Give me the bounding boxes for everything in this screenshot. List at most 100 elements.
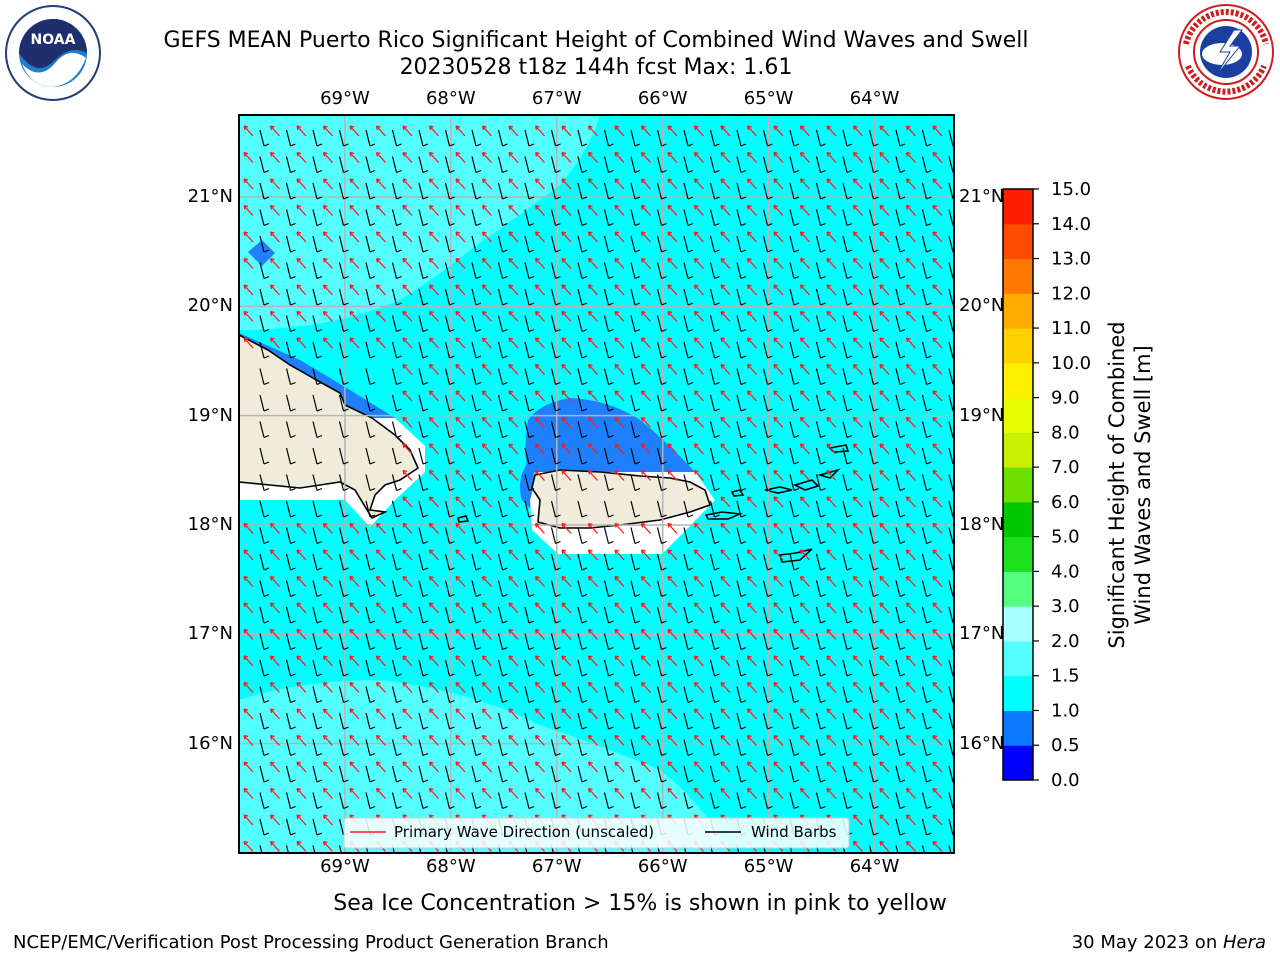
wave-direction-arrow: [481, 761, 492, 773]
wind-barb: [338, 659, 349, 677]
wind-barb: [444, 606, 455, 624]
wave-direction-arrow: [322, 761, 333, 773]
wind-barb: [259, 580, 270, 598]
wind-barb: [921, 553, 932, 571]
wave-direction-arrow: [614, 310, 625, 322]
wind-barb: [550, 792, 561, 810]
wave-direction-arrow: [773, 310, 784, 322]
wind-barb: [524, 209, 535, 227]
wave-direction-arrow: [746, 231, 757, 243]
wave-direction-arrow: [428, 655, 439, 667]
wave-direction-arrow: [296, 787, 307, 799]
wave-direction-arrow: [296, 257, 307, 269]
wind-barb: [312, 447, 323, 465]
wave-direction-arrow: [428, 496, 439, 508]
wind-barb: [683, 659, 694, 677]
wave-direction-arrow: [481, 681, 492, 693]
wave-direction-arrow: [799, 522, 810, 534]
wind-barb: [365, 765, 376, 783]
wind-barb: [550, 686, 561, 704]
wave-direction-arrow: [773, 522, 784, 534]
wave-direction-arrow: [826, 443, 837, 455]
wind-barb: [259, 182, 270, 200]
wind-barb: [577, 182, 588, 200]
wind-barb: [603, 712, 614, 730]
wave-direction-arrow: [587, 416, 598, 428]
wind-barb: [736, 235, 747, 253]
wind-barb: [921, 262, 932, 280]
wave-direction-arrow: [561, 549, 572, 561]
wind-barb: [365, 500, 376, 518]
wave-direction-arrow: [508, 337, 519, 349]
wave-direction-arrow: [614, 231, 625, 243]
wave-direction-arrow: [428, 310, 439, 322]
wave-direction-arrow: [932, 628, 943, 640]
wind-barb: [656, 368, 667, 386]
wind-barb: [709, 288, 720, 306]
wave-direction-arrow: [852, 549, 863, 561]
colorbar-segment: [1003, 536, 1033, 572]
wave-direction-arrow: [879, 708, 890, 720]
wind-barb: [444, 765, 455, 783]
wave-direction-arrow: [322, 734, 333, 746]
wave-direction-arrow: [587, 787, 598, 799]
wave-direction-arrow: [693, 469, 704, 481]
wind-barb: [762, 315, 773, 333]
wave-direction-arrow: [587, 363, 598, 375]
wave-direction-arrow: [693, 628, 704, 640]
wind-barb: [868, 792, 879, 810]
wave-direction-arrow: [746, 337, 757, 349]
wave-direction-arrow: [614, 469, 625, 481]
wind-barb: [630, 421, 641, 439]
wind-barb: [842, 447, 853, 465]
wave-direction-arrow: [640, 708, 651, 720]
wind-barb: [365, 474, 376, 492]
wind-barb: [709, 235, 720, 253]
wind-barb: [815, 765, 826, 783]
wind-barb: [524, 421, 535, 439]
wind-barb: [312, 500, 323, 518]
wave-direction-arrow: [905, 681, 916, 693]
wave-direction-arrow: [428, 575, 439, 587]
wave-direction-arrow: [508, 178, 519, 190]
wind-barb: [391, 341, 402, 359]
wave-direction-arrow: [508, 363, 519, 375]
wind-barb: [471, 209, 482, 227]
wind-barb: [497, 580, 508, 598]
wave-direction-arrow: [534, 178, 545, 190]
wave-direction-arrow: [720, 125, 731, 137]
wave-direction-arrow: [640, 443, 651, 455]
wind-barb: [312, 633, 323, 651]
wind-barb: [497, 765, 508, 783]
wave-direction-arrow: [852, 337, 863, 349]
lon-label-bottom: 64°W: [849, 856, 900, 877]
wave-direction-arrow: [455, 681, 466, 693]
wave-direction-arrow: [296, 231, 307, 243]
wind-barb: [895, 315, 906, 333]
wave-direction-arrow: [826, 681, 837, 693]
wave-direction-arrow: [826, 496, 837, 508]
wave-direction-arrow: [879, 840, 890, 852]
wind-barb: [842, 129, 853, 147]
wave-direction-arrow: [269, 178, 280, 190]
wave-direction-arrow: [296, 628, 307, 640]
wind-barb: [603, 500, 614, 518]
colorbar-tick-label: 6.0: [1051, 492, 1080, 513]
wind-barb: [868, 739, 879, 757]
wave-direction-arrow: [826, 125, 837, 137]
wind-barb: [444, 288, 455, 306]
wind-barb: [709, 792, 720, 810]
wave-direction-arrow: [693, 708, 704, 720]
wind-barb: [709, 341, 720, 359]
wind-barb: [471, 500, 482, 518]
wind-barb: [471, 712, 482, 730]
wave-direction-arrow: [746, 522, 757, 534]
wave-direction-arrow: [932, 284, 943, 296]
wind-barb: [842, 633, 853, 651]
wind-barb: [338, 209, 349, 227]
wave-direction-arrow: [826, 416, 837, 428]
wind-barb: [683, 288, 694, 306]
wind-barb: [736, 474, 747, 492]
wind-barb: [259, 474, 270, 492]
wave-direction-arrow: [349, 708, 360, 720]
